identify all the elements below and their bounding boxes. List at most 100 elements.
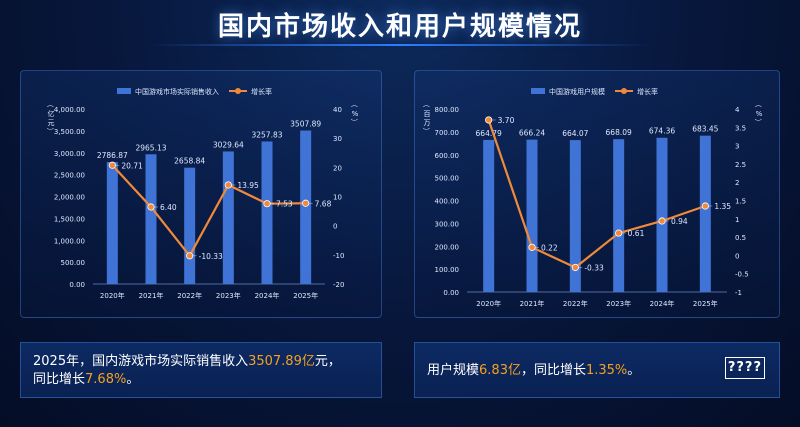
right-axis-tick: 40 [333,106,342,114]
bar [526,139,538,292]
left-axis-tick: 600.00 [435,152,460,160]
right-axis-tick: 4 [735,106,740,114]
right-axis-tick: -10 [333,252,344,260]
growth-value-label: -10.33 [199,252,223,261]
left-axis-tick: 2,000.00 [54,194,85,202]
growth-value-label: 13.95 [237,181,259,190]
x-axis-tick: 2025年 [693,299,718,308]
bar-value-label: 3507.89 [290,120,321,129]
bar [145,154,157,284]
bar [613,139,625,292]
x-axis-tick: 2020年 [476,299,501,308]
revenue-summary-text: 2025年，国内游戏市场实际销售收入 [33,354,249,369]
x-axis-tick: 2024年 [255,291,280,300]
users-chart: 中国游戏用户规模 增长率（百万）（%）0.00100.00200.00300.00… [422,87,763,308]
left-axis-tick: 500.00 [61,259,86,267]
legend-line-label: 增长率 [637,87,658,96]
right-axis-tick: -0.5 [735,271,749,279]
growth-point [701,202,709,210]
left-axis-tick: 500.00 [435,175,460,183]
right-axis-title-char: % [352,110,359,118]
left-axis-tick: 200.00 [435,243,460,251]
right-axis-tick: 10 [333,194,342,202]
bar-value-label: 683.45 [692,125,718,134]
growth-value-label: 20.71 [121,161,143,170]
right-axis-tick: -1 [735,289,742,297]
growth-point [485,116,493,124]
bar [656,137,668,292]
right-axis-title-char: ） [350,119,358,126]
x-axis-tick: 2024年 [650,299,675,308]
bar-value-label: 2965.13 [135,143,166,152]
left-axis-title-char: （ [422,101,430,108]
bar [483,139,495,292]
revenue-summary-text: 同比增长 [33,372,86,387]
bar [261,141,273,284]
revenue-summary-line2: 同比增长7.68%。 [33,371,369,389]
right-axis-tick: 0 [333,223,337,231]
growth-value-label: 0.22 [541,243,558,252]
growth-value-label: 0.94 [671,217,688,226]
left-axis-tick: 800.00 [435,106,460,114]
bar-value-label: 664.07 [562,129,588,138]
left-axis-tick: 1,500.00 [54,215,85,223]
left-axis-title-char: 万 [424,119,431,127]
bar-value-label: 666.24 [519,129,545,138]
right-axis-title-char: % [756,110,763,118]
users-summary-text: 用户规模 [427,363,480,378]
revenue-chart: 中国游戏市场实际销售收入 增长率（亿元）（%）0.00500.001,000.00… [46,87,359,300]
revenue-chart-panel: 中国游戏市场实际销售收入 增长率（亿元）（%） 0.00 500.00 1,000.00… [20,70,382,318]
left-axis-tick: 0.00 [69,281,85,289]
legend-bar-label: 中国游戏用户规模 [549,87,605,96]
revenue-summary-line1: 2025年，国内游戏市场实际销售收入3507.89亿元， [33,353,369,371]
right-axis-tick: 30 [333,135,342,143]
users-growth-value: 1.35% [585,363,628,378]
growth-line [487,119,706,269]
left-axis-title-char: ） [46,128,54,135]
bar-value-label: 3257.83 [251,130,282,139]
x-axis-tick: 2023年 [606,299,631,308]
growth-line [111,164,306,258]
right-axis-title-char: （ [754,101,762,108]
bar-value-label: 668.09 [606,128,632,137]
bar [300,130,312,284]
growth-point [615,229,623,237]
x-axis-tick: 2023年 [216,291,241,300]
x-axis-tick: 2022年 [177,291,202,300]
bar-value-label: 674.36 [649,127,675,136]
bar-value-label: 2786.87 [97,151,128,160]
growth-value-label: 0.61 [628,229,645,238]
left-axis-tick: 4,000.00 [54,106,85,114]
left-axis-tick: 400.00 [435,198,460,206]
growth-point [528,243,536,251]
growth-value-label: 7.68 [315,199,332,208]
right-axis-title-char: （ [350,101,358,108]
bar-value-label: 664.79 [476,129,502,138]
revenue-summary: 2025年，国内游戏市场实际销售收入3507.89亿元， 同比增长7.68%。 [20,342,382,398]
users-summary-line: 用户规模6.83亿，同比增长1.35%。 [427,362,767,380]
bar-value-label: 2658.84 [174,157,205,166]
revenue-growth-value: 7.68% [85,372,127,387]
right-axis-tick: 0 [735,252,739,260]
right-axis-tick: 20 [333,164,342,172]
x-axis-tick: 2020年 [100,291,125,300]
growth-point [147,203,155,211]
users-value: 6.83亿 [479,363,521,378]
right-axis-tick: 3 [735,143,739,151]
x-axis-tick: 2022年 [563,299,588,308]
x-axis-tick: 2021年 [520,299,545,308]
growth-point [108,161,116,169]
title-underline [150,44,650,46]
growth-value-label: 6.40 [160,203,177,212]
growth-point [302,199,310,207]
users-chart-panel: 中国游戏用户规模 增长率（百万）（%） 0.00 100.00 200.00 300.00… [414,70,780,318]
legend-bar-swatch [117,88,131,94]
left-axis-tick: 100.00 [435,266,460,274]
growth-value-label: 7.53 [276,200,293,209]
growth-point [224,181,232,189]
growth-value-label: -0.33 [584,263,604,272]
right-axis-tick: -20 [333,281,344,289]
users-summary-text: 。 [627,363,641,378]
bar [699,135,711,292]
bar-value-label: 3029.64 [213,140,244,149]
